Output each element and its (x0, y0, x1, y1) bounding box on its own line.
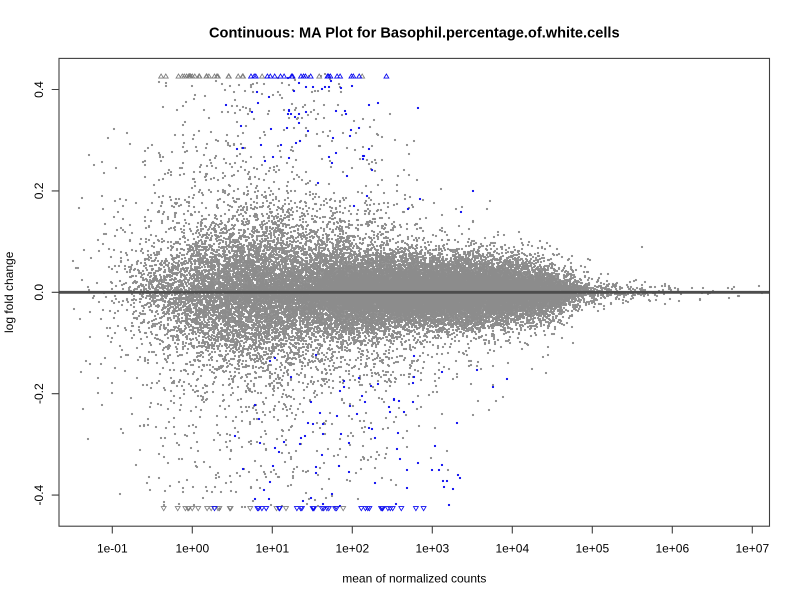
svg-text:mean of normalized counts: mean of normalized counts (342, 572, 486, 586)
svg-text:0.4: 0.4 (32, 81, 46, 98)
svg-text:1e-01: 1e-01 (97, 542, 128, 556)
svg-text:0.0: 0.0 (32, 284, 46, 301)
svg-text:Continuous: MA Plot for Basoph: Continuous: MA Plot for Basophil.percent… (209, 25, 620, 41)
svg-text:1e+02: 1e+02 (335, 542, 369, 556)
svg-text:1e+00: 1e+00 (175, 542, 209, 556)
svg-text:log fold change: log fold change (2, 251, 16, 333)
svg-text:1e+04: 1e+04 (495, 542, 529, 556)
svg-text:-0.4: -0.4 (32, 484, 46, 505)
svg-text:1e+03: 1e+03 (415, 542, 449, 556)
svg-text:1e+05: 1e+05 (575, 542, 609, 556)
svg-text:0.2: 0.2 (32, 182, 46, 199)
svg-text:-0.2: -0.2 (32, 383, 46, 404)
svg-text:1e+01: 1e+01 (255, 542, 289, 556)
svg-text:1e+06: 1e+06 (655, 542, 689, 556)
svg-text:1e+07: 1e+07 (735, 542, 769, 556)
